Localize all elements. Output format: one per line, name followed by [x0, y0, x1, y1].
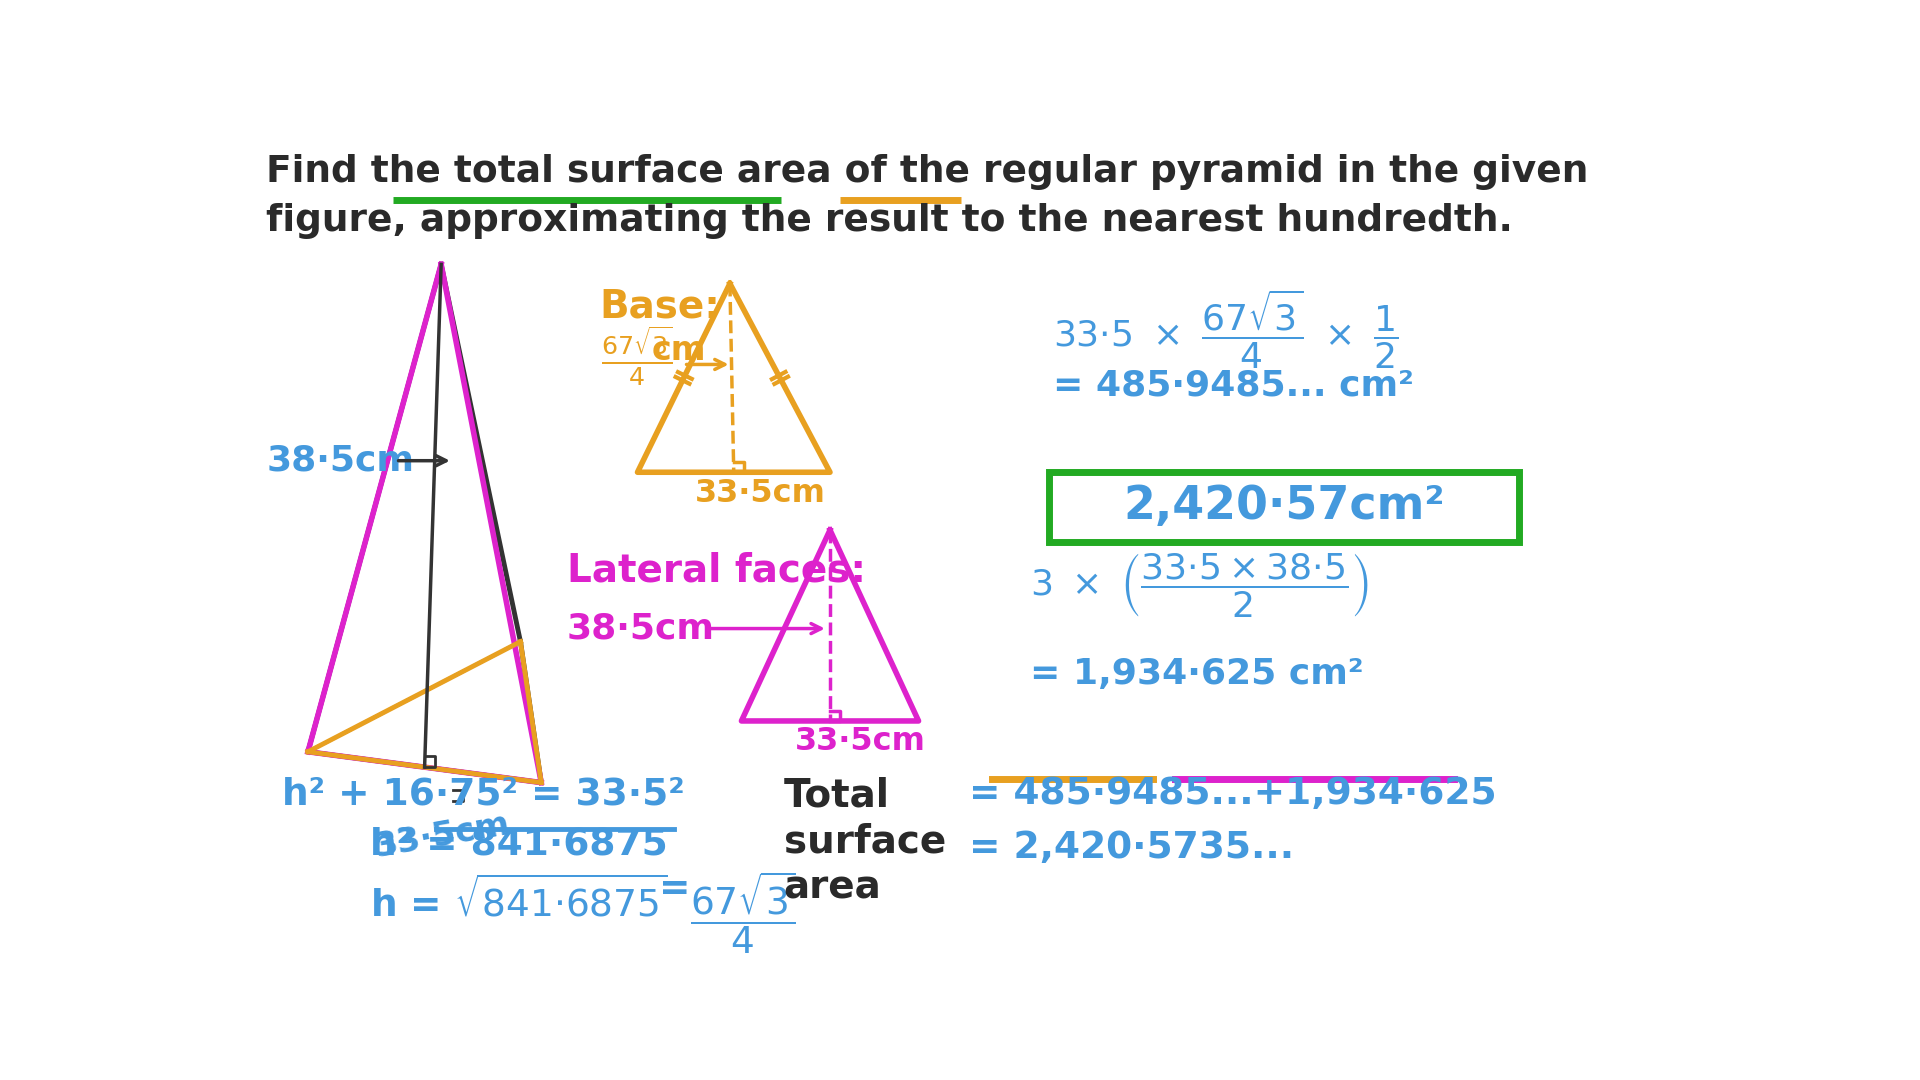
Text: = 1,934·625 cm²: = 1,934·625 cm² [1031, 657, 1363, 691]
Text: Lateral faces:: Lateral faces: [566, 552, 866, 590]
Text: h² = 841·6875: h² = 841·6875 [371, 826, 668, 863]
Text: Base:: Base: [599, 287, 720, 325]
Text: = 2,420·5735...: = 2,420·5735... [968, 831, 1294, 866]
Bar [1050, 472, 1519, 541]
Text: 38·5cm: 38·5cm [267, 444, 415, 477]
Text: $3\ \times\ \left(\dfrac{33{\cdot}5\times 38{\cdot}5}{2}\right)$: $3\ \times\ \left(\dfrac{33{\cdot}5\time… [1031, 552, 1369, 620]
Text: surface: surface [783, 823, 947, 861]
Text: cm: cm [651, 334, 707, 367]
Text: 2,420·57cm²: 2,420·57cm² [1123, 485, 1446, 529]
Text: Total: Total [783, 777, 889, 814]
Text: $\frac{67\sqrt{3}}{4}$: $\frac{67\sqrt{3}}{4}$ [601, 325, 672, 388]
Text: 33·5cm: 33·5cm [372, 807, 513, 864]
Text: Find the total surface area of the regular pyramid in the given: Find the total surface area of the regul… [267, 154, 1588, 190]
Text: $33{\cdot}5\ \times\ \dfrac{67\sqrt{3}}{4}\ \times\ \dfrac{1}{2}$: $33{\cdot}5\ \times\ \dfrac{67\sqrt{3}}{… [1054, 287, 1398, 370]
Text: = 485·9485...+1,934·625: = 485·9485...+1,934·625 [968, 777, 1496, 812]
Text: 33·5cm: 33·5cm [695, 477, 826, 509]
Text: figure, approximating the result to the nearest hundredth.: figure, approximating the result to the … [267, 203, 1513, 239]
Text: area: area [783, 868, 881, 907]
Text: =: = [659, 872, 691, 907]
Text: = 485·9485... cm²: = 485·9485... cm² [1054, 368, 1415, 403]
Text: h = $\sqrt{841{\cdot}6875}$: h = $\sqrt{841{\cdot}6875}$ [371, 877, 668, 923]
Text: 33·5cm: 33·5cm [795, 727, 925, 757]
Text: h² + 16·75² = 33·5²: h² + 16·75² = 33·5² [282, 777, 685, 812]
Text: $\dfrac{67\sqrt{3}}{4}$: $\dfrac{67\sqrt{3}}{4}$ [689, 868, 795, 956]
Text: 38·5cm: 38·5cm [566, 611, 714, 646]
